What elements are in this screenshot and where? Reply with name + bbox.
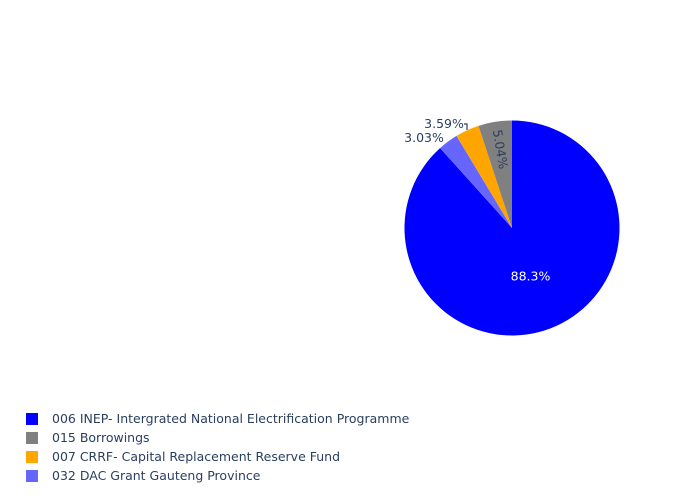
legend-swatch-inep	[26, 412, 38, 425]
legend-item-crrf[interactable]: 007 CRRF- Capital Replacement Reserve Fu…	[26, 447, 409, 466]
legend-swatch-crrf	[26, 450, 38, 463]
slice-leader-line	[464, 123, 468, 130]
pie-slice[interactable]	[478, 120, 512, 229]
legend-swatch-dac	[26, 469, 38, 482]
pie-slice[interactable]	[456, 125, 513, 228]
legend-item-inep[interactable]: 006 INEP- Intergrated National Electrifi…	[26, 409, 409, 428]
slice-data-label: 88.3%	[511, 269, 551, 284]
legend-label-dac: 032 DAC Grant Gauteng Province	[52, 468, 261, 483]
legend-label-crrf: 007 CRRF- Capital Replacement Reserve Fu…	[52, 449, 341, 464]
slice-data-label: 3.03%	[404, 130, 444, 145]
pie-slice[interactable]	[404, 120, 620, 336]
slice-data-label: 5.04%	[490, 128, 511, 170]
legend-label-borrowings: 015 Borrowings	[52, 430, 150, 445]
legend-label-inep: 006 INEP- Intergrated National Electrifi…	[52, 411, 410, 426]
pie-slice[interactable]	[440, 135, 512, 228]
legend-item-borrowings[interactable]: 015 Borrowings	[26, 428, 409, 447]
legend-item-dac[interactable]: 032 DAC Grant Gauteng Province	[26, 466, 409, 485]
slice-data-label: 3.59%	[424, 116, 464, 131]
legend-swatch-borrowings	[26, 431, 38, 444]
legend: 006 INEP- Intergrated National Electrifi…	[26, 409, 409, 485]
